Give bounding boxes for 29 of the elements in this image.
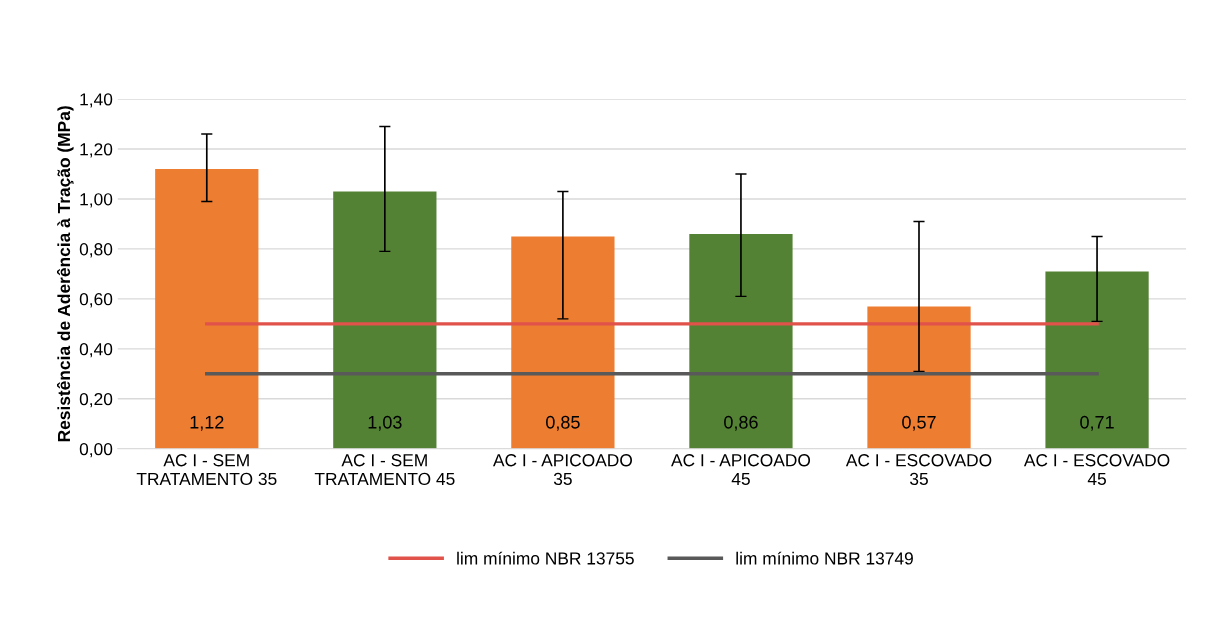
- x-tick-label: AC I - SEM TRATAMENTO 45: [314, 454, 455, 486]
- bar: [155, 168, 259, 449]
- y-tick-label: 0,20: [79, 392, 113, 408]
- data-label: 1,03: [368, 415, 402, 431]
- x-tick-label: AC I - ESCOVADO 35: [845, 454, 992, 486]
- y-tick-label: 1,00: [80, 193, 113, 208]
- data-label: 0,86: [724, 415, 758, 431]
- x-tick-label: AC I - SEM TRATAMENTO 35: [136, 454, 277, 486]
- data-label: 0,57: [902, 415, 936, 431]
- y-tick-label: 1,40: [80, 93, 113, 108]
- y-tick-label: 0,60: [79, 293, 113, 308]
- x-tick-label: AC I - APICOADO 45: [671, 454, 811, 486]
- x-tick-label: AC I - ESCOVADO 45: [1023, 454, 1170, 486]
- bar: [511, 236, 615, 449]
- data-label: 0,85: [546, 415, 580, 431]
- legend-label: lim mínimo NBR 13755: [457, 551, 634, 565]
- legend-label: lim mínimo NBR 13749: [736, 551, 913, 565]
- y-tick-label: 1,20: [80, 143, 113, 158]
- bar: [689, 233, 793, 449]
- y-axis-title: Resistência de Aderência à Tração (MPa): [56, 106, 74, 442]
- bar: [1045, 271, 1149, 449]
- bar: [867, 306, 971, 449]
- data-label: 1,12: [190, 415, 224, 431]
- y-tick-label: 0,40: [79, 343, 113, 358]
- x-tick-label: AC I - APICOADO 35: [492, 454, 632, 486]
- data-label: 0,71: [1080, 415, 1114, 431]
- y-tick-label: 0,80: [79, 243, 113, 258]
- y-tick-label: 0,00: [79, 442, 113, 458]
- bar: [333, 191, 437, 449]
